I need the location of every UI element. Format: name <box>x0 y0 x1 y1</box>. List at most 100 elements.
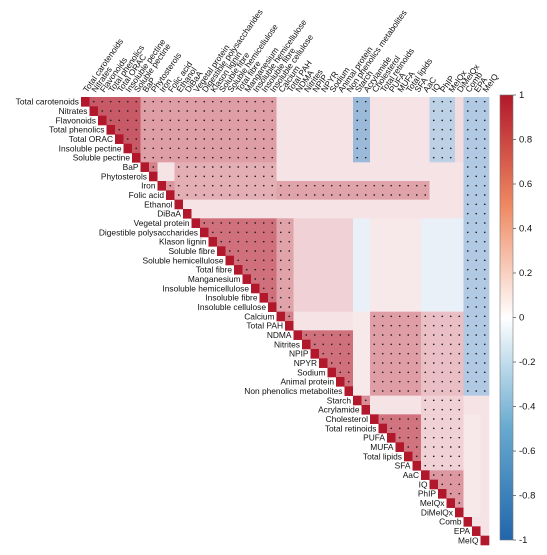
significance-dot <box>211 175 214 178</box>
significance-dot <box>203 110 206 112</box>
row-label: Total PAH <box>246 321 283 331</box>
significance-dot <box>356 194 359 196</box>
significance-dot <box>483 371 486 374</box>
significance-dot <box>118 119 121 122</box>
significance-dot <box>228 231 231 234</box>
significance-dot <box>424 352 427 355</box>
significance-dot <box>177 175 180 178</box>
significance-dot <box>441 474 444 476</box>
significance-dot <box>254 268 257 271</box>
significance-dot <box>262 100 265 103</box>
heatmap-cell <box>412 237 422 247</box>
heatmap-cell <box>319 199 328 210</box>
significance-dot <box>449 147 452 150</box>
heatmap-cell <box>378 265 388 275</box>
row-label: Animal protein <box>280 377 334 387</box>
significance-dot <box>186 175 189 178</box>
significance-dot <box>466 156 469 159</box>
significance-dot <box>466 147 469 150</box>
significance-dot <box>177 184 180 187</box>
heatmap-cell <box>293 255 303 266</box>
heatmap-cell <box>395 106 405 116</box>
heatmap-cell <box>421 283 430 294</box>
heatmap-cell <box>404 293 413 303</box>
heatmap-cell <box>463 517 473 527</box>
significance-dot <box>169 128 172 131</box>
significance-dot <box>288 222 291 224</box>
significance-dot <box>245 259 248 262</box>
heatmap-cell <box>310 246 320 256</box>
significance-dot <box>475 362 478 364</box>
significance-dot <box>177 166 180 168</box>
significance-dot <box>432 147 435 150</box>
heatmap-cell <box>344 302 354 312</box>
significance-dot <box>126 100 129 103</box>
row-label: Total retinoids <box>325 423 377 433</box>
significance-dot <box>194 166 197 168</box>
heatmap-cell <box>336 134 345 144</box>
significance-dot <box>475 287 478 290</box>
heatmap-cell <box>404 395 413 406</box>
significance-dot <box>169 100 172 103</box>
row-label: Klason lignin <box>159 237 207 247</box>
heatmap-cell <box>336 293 345 303</box>
significance-dot <box>160 110 163 112</box>
row-label: Total phenolics <box>49 125 104 135</box>
heatmap-cell <box>344 143 354 154</box>
heatmap-cell <box>344 97 354 107</box>
significance-dot <box>237 259 240 262</box>
significance-dot <box>262 240 265 243</box>
heatmap-cell <box>344 199 354 210</box>
significance-dot <box>441 427 444 430</box>
heatmap-cell <box>446 237 456 247</box>
significance-dot <box>288 259 291 262</box>
heatmap-cell <box>463 461 473 471</box>
heatmap-cell <box>387 255 396 266</box>
significance-dot <box>441 334 444 336</box>
significance-dot <box>364 156 367 159</box>
significance-dot <box>466 240 469 243</box>
significance-dot <box>109 110 112 112</box>
heatmap-cell <box>446 162 456 172</box>
heatmap-cell <box>191 209 201 219</box>
heatmap-cell <box>395 293 405 303</box>
significance-dot <box>364 138 367 140</box>
significance-dot <box>415 390 418 392</box>
heatmap-cell <box>429 302 439 312</box>
significance-dot <box>441 343 444 346</box>
heatmap-cell <box>336 274 345 284</box>
heatmap-cell <box>344 209 354 219</box>
significance-dot <box>407 362 410 364</box>
significance-dot <box>203 138 206 140</box>
heatmap-cell <box>438 255 447 266</box>
significance-dot <box>458 418 461 420</box>
significance-dot <box>254 128 257 131</box>
heatmap-cell <box>268 302 277 312</box>
heatmap-cell <box>327 106 337 116</box>
heatmap-cell <box>480 461 490 471</box>
significance-dot <box>245 100 248 103</box>
significance-dot <box>415 352 418 355</box>
significance-dot <box>279 287 282 290</box>
heatmap-cell <box>446 265 456 275</box>
significance-dot <box>245 222 248 224</box>
heatmap-cell <box>455 162 464 172</box>
significance-dot <box>279 296 282 299</box>
significance-dot <box>398 380 401 383</box>
column-label: MeIQ <box>480 71 500 94</box>
significance-dot <box>262 250 265 252</box>
significance-dot <box>458 464 461 467</box>
heatmap-cell <box>395 405 405 415</box>
significance-dot <box>373 380 376 383</box>
significance-dot <box>237 175 240 178</box>
significance-dot <box>211 156 214 159</box>
significance-dot <box>288 231 291 234</box>
significance-dot <box>364 184 367 187</box>
heatmap-cell <box>251 199 260 210</box>
significance-dot <box>432 315 435 318</box>
heatmap-cell <box>344 283 354 294</box>
significance-dot <box>330 194 333 196</box>
heatmap-cell <box>166 171 175 182</box>
heatmap-cell <box>285 97 294 107</box>
heatmap-cell <box>421 162 430 172</box>
